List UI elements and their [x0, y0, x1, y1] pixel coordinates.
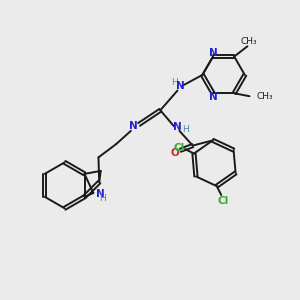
Text: H: H [182, 125, 189, 134]
Text: O: O [170, 148, 179, 158]
Text: Cl: Cl [173, 143, 184, 153]
Text: N: N [208, 48, 217, 58]
Text: H: H [99, 194, 106, 203]
Text: N: N [96, 189, 105, 199]
Text: N: N [129, 122, 138, 131]
Text: N: N [208, 92, 217, 102]
Text: H: H [171, 78, 178, 87]
Text: Cl: Cl [217, 196, 228, 206]
Text: CH₃: CH₃ [256, 92, 273, 101]
Text: N: N [173, 122, 182, 132]
Text: CH₃: CH₃ [241, 37, 257, 46]
Text: N: N [176, 81, 185, 91]
